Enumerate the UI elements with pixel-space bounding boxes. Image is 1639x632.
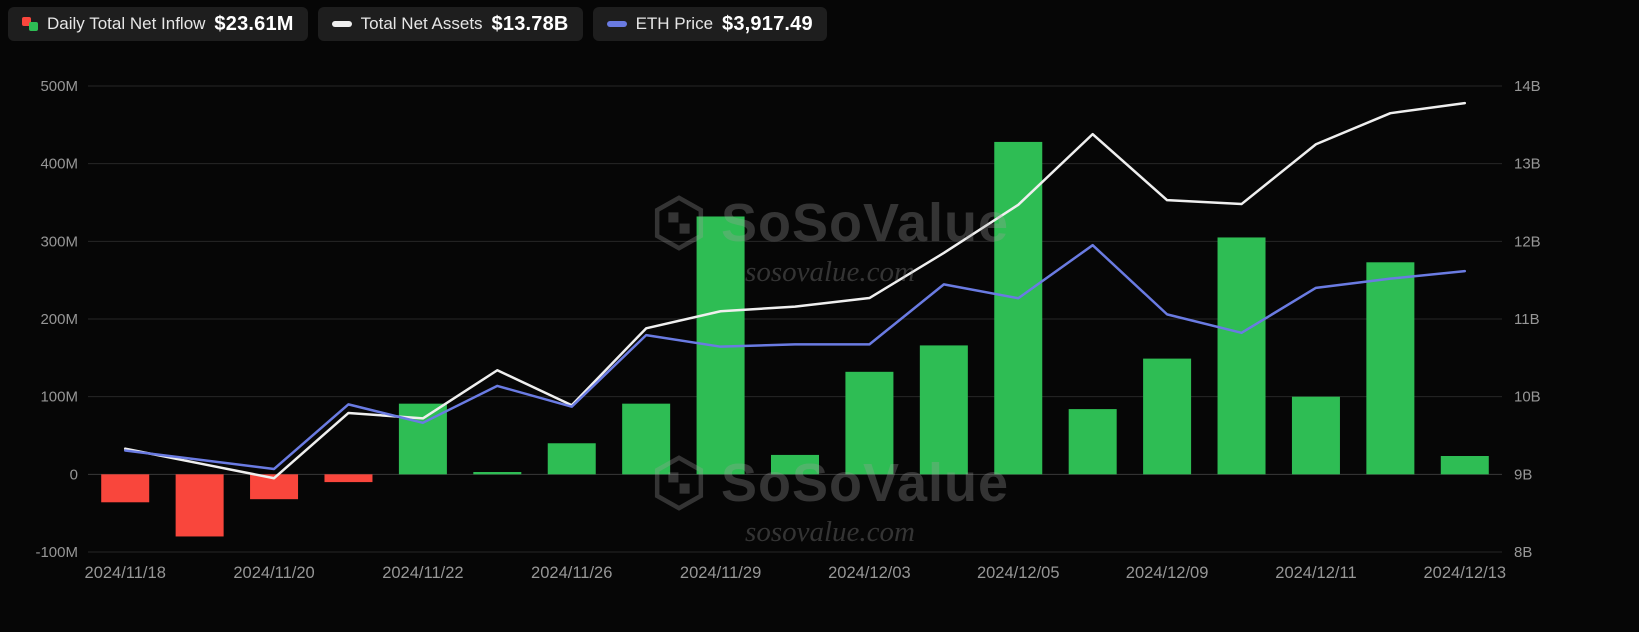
inflow-bar[interactable] bbox=[771, 454, 819, 475]
x-axis-date-label: 2024/11/18 bbox=[85, 564, 166, 582]
left-axis-tick-label: 0 bbox=[70, 466, 78, 483]
daily-inflow-label: Daily Total Net Inflow bbox=[47, 14, 206, 33]
white-line-icon bbox=[331, 21, 352, 27]
inflow-bar[interactable] bbox=[473, 472, 522, 475]
x-axis-date-label: 2024/12/13 bbox=[1423, 564, 1506, 582]
inflow-bar[interactable] bbox=[175, 474, 224, 537]
inflow-bar[interactable] bbox=[1291, 396, 1340, 475]
inflow-bar[interactable] bbox=[1366, 262, 1415, 475]
net-assets-label: Total Net Assets bbox=[360, 14, 483, 33]
left-axis-tick-label: -100M bbox=[35, 544, 78, 561]
x-axis-date-label: 2024/11/29 bbox=[680, 564, 761, 582]
net-assets-value: $13.78B bbox=[491, 13, 569, 35]
x-axis-date-label: 2024/12/05 bbox=[977, 564, 1060, 582]
blue-line-icon bbox=[606, 21, 627, 27]
x-axis-date-label: 2024/11/22 bbox=[382, 564, 463, 582]
legend-item-net-assets[interactable]: Total Net Assets $13.78B bbox=[317, 7, 583, 41]
x-axis-date-label: 2024/11/26 bbox=[531, 564, 612, 582]
inflow-bar[interactable] bbox=[324, 474, 373, 483]
green-square-icon bbox=[29, 22, 38, 31]
left-axis-tick-label: 400M bbox=[40, 156, 78, 173]
left-axis-tick-label: 500M bbox=[40, 78, 78, 95]
legend-item-daily-inflow[interactable]: Daily Total Net Inflow $23.61M bbox=[8, 7, 308, 41]
eth-price-line[interactable] bbox=[123, 243, 1467, 471]
x-axis-date-label: 2024/12/03 bbox=[828, 564, 911, 582]
right-axis-tick-label: 10B bbox=[1514, 389, 1541, 406]
right-axis-tick-label: 9B bbox=[1514, 466, 1532, 483]
inflow-bar[interactable] bbox=[101, 474, 150, 503]
x-axis-date-label: 2024/11/20 bbox=[233, 564, 314, 582]
x-axis-date-label: 2024/12/09 bbox=[1126, 564, 1209, 582]
inflow-bar[interactable] bbox=[622, 403, 671, 475]
inflow-bar[interactable] bbox=[1068, 409, 1117, 475]
legend: Daily Total Net Inflow $23.61M Total Net… bbox=[8, 7, 827, 41]
right-axis-tick-label: 8B bbox=[1514, 544, 1532, 561]
left-axis-tick-label: 100M bbox=[40, 389, 78, 406]
inflow-bar[interactable] bbox=[547, 443, 596, 475]
inflow-bar[interactable] bbox=[919, 345, 968, 475]
eth-price-label: ETH Price bbox=[635, 14, 714, 33]
red-square-icon bbox=[22, 17, 31, 26]
daily-inflow-value: $23.61M bbox=[214, 13, 294, 35]
inflow-bar[interactable] bbox=[1217, 237, 1266, 475]
legend-item-eth-price[interactable]: ETH Price $3,917.49 bbox=[592, 7, 827, 41]
right-axis-tick-label: 13B bbox=[1514, 156, 1541, 173]
inflow-bar[interactable] bbox=[1143, 358, 1192, 475]
left-axis-tick-label: 300M bbox=[40, 233, 78, 250]
inflow-bars-icon bbox=[22, 16, 38, 32]
right-axis-tick-label: 14B bbox=[1514, 78, 1541, 95]
left-axis-tick-label: 200M bbox=[40, 311, 78, 328]
right-axis-tick-label: 12B bbox=[1514, 233, 1541, 250]
right-axis-tick-label: 11B bbox=[1514, 311, 1540, 328]
inflow-bar[interactable] bbox=[994, 141, 1043, 475]
inflow-bar[interactable] bbox=[1440, 455, 1489, 475]
x-axis-date-label: 2024/12/11 bbox=[1275, 564, 1356, 582]
inflow-bar[interactable] bbox=[845, 371, 894, 475]
eth-price-value: $3,917.49 bbox=[722, 13, 813, 35]
chart-plot[interactable]: 500M 14B 400M 13B 300M 12B 200M 11B 100M 10B 0 9B -1… bbox=[0, 0, 1639, 600]
net-assets-line[interactable] bbox=[123, 101, 1467, 480]
